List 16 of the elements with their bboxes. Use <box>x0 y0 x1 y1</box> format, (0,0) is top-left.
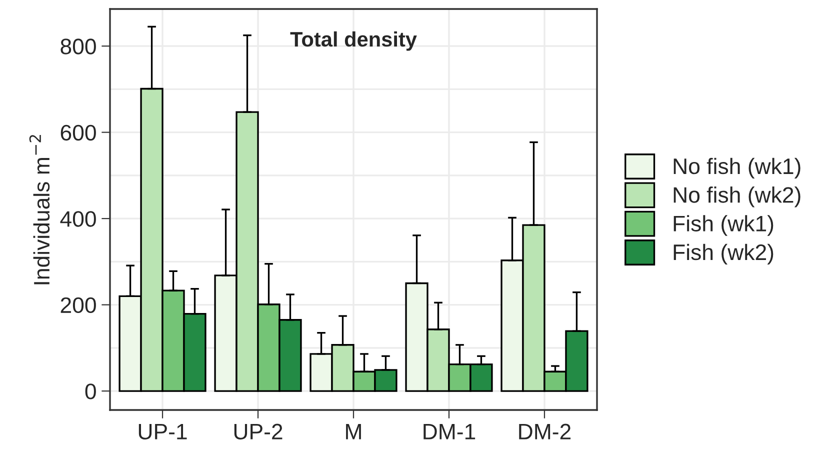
legend-label: No fish (wk1) <box>674 158 800 179</box>
text: Total density <box>290 31 417 51</box>
y-axis-title: Individuals m$^{−2}$ <box>29 135 50 284</box>
legend-label: No fish (wk2) <box>674 186 800 208</box>
x-tick-label: DM-2 <box>519 424 571 440</box>
x-tick-label: DM-1 <box>424 424 476 440</box>
legend-label: Fish (wk1) <box>674 215 774 236</box>
y-tick-label: 400 <box>60 211 96 227</box>
y-tick-label: 0 <box>85 384 96 400</box>
y-tick-label: 600 <box>60 124 96 141</box>
x-tick-label: UP-2 <box>234 424 282 440</box>
y-tick-label: 200 <box>60 297 96 314</box>
x-tick-label: M <box>346 424 361 440</box>
legend-label: Fish (wk2) <box>674 244 774 265</box>
y-tick-label: 800 <box>60 38 96 54</box>
x-tick-label: UP-1 <box>138 424 187 440</box>
